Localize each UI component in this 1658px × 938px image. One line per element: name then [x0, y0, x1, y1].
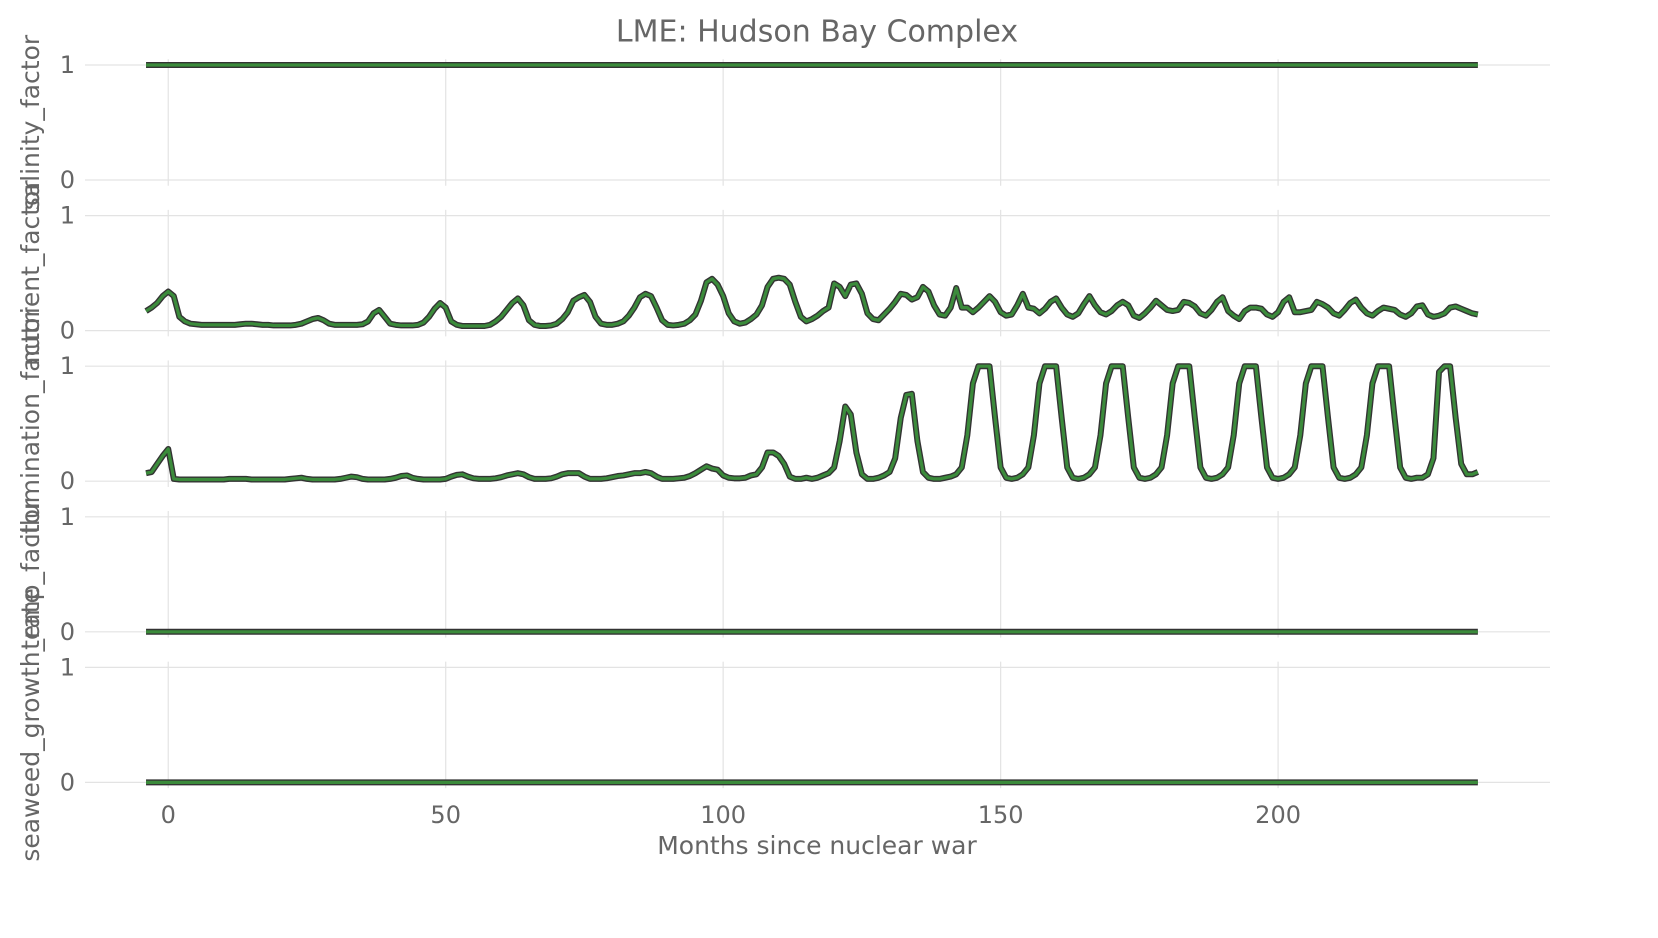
y-tick-label: 0	[60, 166, 75, 194]
y-tick-label: 1	[60, 503, 75, 531]
series-line	[145, 276, 1479, 328]
y-axis-label: illumination_factor	[16, 307, 45, 540]
x-tick-label: 100	[700, 801, 746, 829]
y-tick-label: 1	[60, 51, 75, 79]
x-tick-label: 0	[161, 801, 176, 829]
y-tick-label: 1	[60, 352, 75, 380]
series-line	[145, 364, 1479, 482]
x-tick-label: 200	[1255, 801, 1301, 829]
y-axis-label: seaweed_growth_rate	[16, 588, 45, 862]
y-tick-label: 0	[60, 317, 75, 345]
chart-title: LME: Hudson Bay Complex	[616, 15, 1018, 50]
y-tick-label: 0	[60, 768, 75, 796]
x-axis-label: Months since nuclear war	[657, 831, 977, 860]
x-tick-label: 150	[978, 801, 1024, 829]
y-axis-label: nutrient_factor	[16, 180, 45, 366]
y-tick-label: 0	[60, 467, 75, 495]
x-tick-label: 50	[430, 801, 461, 829]
y-axis-label: temp_factor	[16, 498, 45, 650]
y-tick-label: 1	[60, 653, 75, 681]
y-tick-label: 0	[60, 618, 75, 646]
y-tick-label: 1	[60, 202, 75, 230]
y-axis-label: salinity_factor	[16, 34, 45, 210]
